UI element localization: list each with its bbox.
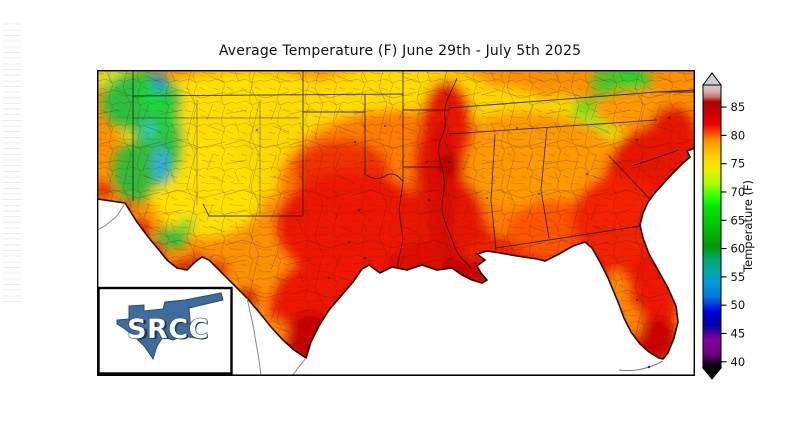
colorbar-tick-label: 65 [731,213,746,227]
colorbar-banding-overlay [3,19,21,302]
state-borders [132,70,695,269]
srcc-region-silhouette [116,292,224,361]
srcc-logo-text-shadow: SRCC [130,315,210,346]
florida-keys-line [618,360,664,372]
figure-title: Average Temperature (F) June 29th - July… [218,43,582,59]
colorbar-tick-label: 80 [731,128,746,142]
colorbar-over-arrow [702,72,722,86]
temperature-map: SRCC SRCC [96,69,696,377]
colorbar-tick-label: 60 [731,242,746,256]
colorbar-tick-label: 70 [731,185,746,199]
colorbar-under-arrow [701,367,723,380]
colorbar-svg: 85 80 75 70 65 60 55 50 45 40 [701,72,745,380]
colorbar-tick-label: 45 [731,326,746,340]
colorbar-tick-label: 85 [731,100,746,114]
florida-keys-dot [647,365,651,369]
coastline-and-rio-grande [96,69,696,360]
srcc-logo-box: SRCC SRCC [97,286,233,375]
colorbar-gradient [702,84,722,369]
colorbar-tick-label: 50 [731,298,746,312]
srcc-logo-text: SRCC [127,314,209,345]
colorbar-tick-label: 75 [731,157,746,171]
map-frame: SRCC SRCC [96,69,696,377]
colorbar: 85 80 75 70 65 60 55 50 45 40 [700,66,800,386]
mexico-borders [96,202,307,377]
map-border [96,69,695,377]
colorbar-tick-label: 55 [731,270,746,284]
colorbar-ticks: 85 80 75 70 65 60 55 50 45 40 [721,100,745,369]
colorbar-tick-label: 40 [731,355,746,369]
colorbar-axis-label: Temperature (F) [741,179,755,273]
city-markers [255,116,671,302]
